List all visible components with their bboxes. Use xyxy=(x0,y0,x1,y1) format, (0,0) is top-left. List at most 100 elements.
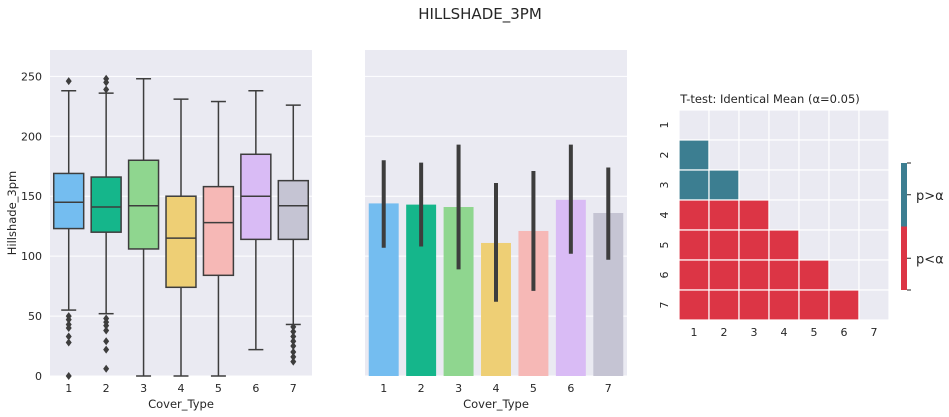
box-outlier xyxy=(65,77,72,86)
heatmap-cell xyxy=(798,139,830,171)
heatmap-colorbar: p>α p<α xyxy=(901,162,944,291)
heatmap-cell xyxy=(828,169,860,201)
heatmap-cell xyxy=(858,259,890,291)
boxplot-panel: 0 50 100 150 200 250 1 2 3 4 5 6 7 Cover_Type Hillsh… xyxy=(5,50,312,411)
box-outlier xyxy=(65,372,72,380)
box-outlier xyxy=(65,338,72,347)
boxplot-x-tick-label: 1 xyxy=(65,382,72,395)
heatmap-cell xyxy=(828,259,860,291)
box-outlier xyxy=(290,327,297,336)
heatmap-cell xyxy=(768,109,800,141)
box-outlier xyxy=(290,342,297,351)
heatmap-col-label: 4 xyxy=(781,326,788,339)
heatmap-cell xyxy=(798,229,830,261)
heatmap-cell xyxy=(858,169,890,201)
heatmap-cell xyxy=(738,199,770,231)
heatmap-cell xyxy=(738,139,770,171)
box-outlier xyxy=(103,326,110,335)
heatmap-title: T-test: Identical Mean (α=0.05) xyxy=(679,92,860,106)
boxplot-y-tick-label: 200 xyxy=(21,130,42,143)
boxplot-y-tick-label: 150 xyxy=(21,190,42,203)
box-outlier xyxy=(290,322,297,331)
barplot-x-tick-label: 6 xyxy=(567,382,574,395)
barplot-x-tick-label: 1 xyxy=(380,382,387,395)
heatmap-cell xyxy=(708,229,740,261)
heatmap-col-label: 7 xyxy=(871,326,878,339)
heatmap-cell xyxy=(678,109,710,141)
heatmap-cell xyxy=(678,229,710,261)
heatmap-cell xyxy=(828,199,860,231)
box-outlier xyxy=(103,345,110,354)
heatmap-cell xyxy=(828,139,860,171)
heatmap-row-label: 5 xyxy=(658,242,671,249)
box-iqr-4 xyxy=(165,195,197,289)
heatmap-cell xyxy=(768,199,800,231)
heatmap-cell xyxy=(798,289,830,321)
heatmap-cell xyxy=(798,259,830,291)
box-outlier xyxy=(103,337,110,346)
boxplot-x-tick-label: 2 xyxy=(103,382,110,395)
barplot-x-tick-label: 2 xyxy=(418,382,425,395)
heatmap-cell xyxy=(858,199,890,231)
heatmap-cell xyxy=(828,229,860,261)
boxplot-x-tick-label: 6 xyxy=(252,382,259,395)
heatmap-cell xyxy=(798,199,830,231)
barplot-x-tick-label: 3 xyxy=(455,382,462,395)
box-iqr-1 xyxy=(52,172,85,230)
heatmap-cell xyxy=(708,139,740,171)
boxplot-y-tick-label: 100 xyxy=(21,250,42,263)
figure-title: HILLSHADE_3PM xyxy=(418,5,542,24)
box-iqr-5 xyxy=(202,185,235,277)
heatmap-cell xyxy=(828,289,860,321)
heatmap-col-label: 5 xyxy=(811,326,818,339)
box-outlier xyxy=(65,332,72,341)
boxplot-y-tick-label: 0 xyxy=(35,370,42,383)
boxplot-y-tick-label: 50 xyxy=(28,310,42,323)
box-outlier xyxy=(103,364,110,373)
box-outlier xyxy=(65,324,72,333)
box-outlier xyxy=(103,78,110,87)
heatmap-cell xyxy=(858,289,890,321)
heatmap-col-label: 3 xyxy=(751,326,758,339)
box-outlier xyxy=(290,357,297,366)
boxplot-x-tick-label: 5 xyxy=(215,382,222,395)
heatmap-cell xyxy=(768,289,800,321)
heatmap-cell xyxy=(738,169,770,201)
heatmap-row-label: 6 xyxy=(658,272,671,279)
box-outlier xyxy=(65,315,72,324)
heatmap-cell xyxy=(738,229,770,261)
colorbar-label: p<α xyxy=(916,252,944,267)
boxplot-x-axis-label: Cover_Type xyxy=(148,397,214,411)
heatmap-cell xyxy=(678,169,710,201)
barplot-x-axis-label: Cover_Type xyxy=(463,397,529,411)
heatmap-cell xyxy=(798,169,830,201)
heatmap-col-label: 1 xyxy=(691,326,698,339)
boxplot-x-tick-label: 7 xyxy=(290,382,297,395)
heatmap-row-label: 4 xyxy=(658,212,671,219)
heatmap-cell xyxy=(678,199,710,231)
boxplot-x-tick-label: 4 xyxy=(178,382,185,395)
heatmap-row-label: 7 xyxy=(658,302,671,309)
heatmap-cell xyxy=(678,289,710,321)
box-outlier xyxy=(290,337,297,346)
ttest-heatmap-panel: T-test: Identical Mean (α=0.05) 1 2 3 4 5 6 7 1… xyxy=(658,92,944,339)
colorbar-segment xyxy=(901,163,907,227)
boxplot-y-axis-label: Hillshade_3pm xyxy=(5,171,19,256)
box-iqr-7 xyxy=(277,179,310,241)
heatmap-cell xyxy=(708,169,740,201)
box-iqr-2 xyxy=(90,176,122,233)
heatmap-cell xyxy=(678,259,710,291)
heatmap-row-label: 3 xyxy=(658,182,671,189)
colorbar-label: p>α xyxy=(916,189,944,204)
heatmap-cell xyxy=(738,289,770,321)
heatmap-cell xyxy=(678,139,710,171)
box-iqr-3 xyxy=(127,159,160,250)
boxplot-x-tick-label: 3 xyxy=(140,382,147,395)
heatmap-cell xyxy=(768,139,800,171)
box-outlier xyxy=(103,85,110,94)
heatmap-cell xyxy=(858,229,890,261)
heatmap-cell xyxy=(768,229,800,261)
barplot-x-tick-label: 5 xyxy=(530,382,537,395)
colorbar-segment xyxy=(901,226,907,290)
